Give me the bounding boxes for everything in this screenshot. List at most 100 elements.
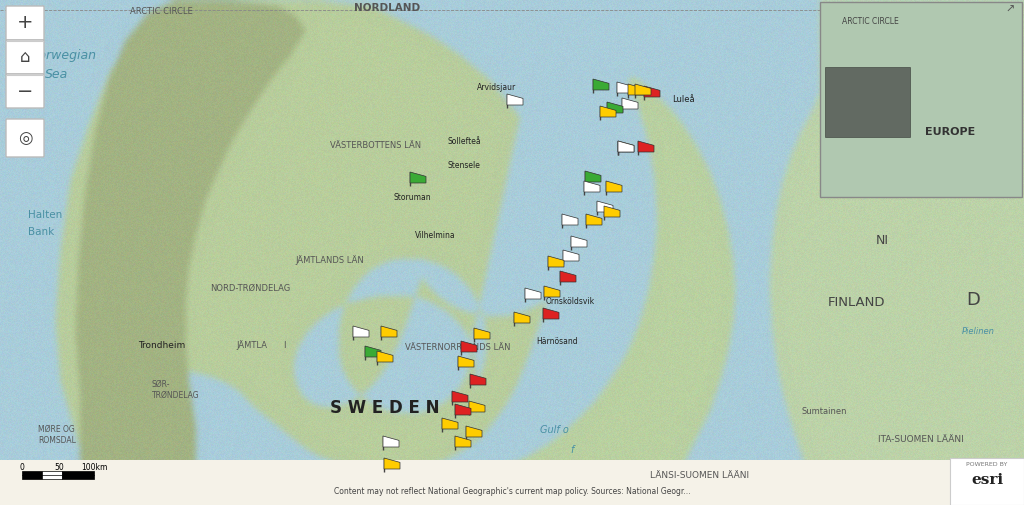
Polygon shape bbox=[562, 214, 578, 225]
Polygon shape bbox=[452, 391, 468, 402]
FancyBboxPatch shape bbox=[6, 119, 44, 157]
FancyBboxPatch shape bbox=[6, 74, 44, 108]
Polygon shape bbox=[469, 401, 485, 412]
Polygon shape bbox=[618, 141, 634, 152]
Polygon shape bbox=[377, 351, 393, 362]
Polygon shape bbox=[635, 84, 651, 95]
Text: Gulf o: Gulf o bbox=[540, 425, 569, 435]
FancyBboxPatch shape bbox=[6, 6, 44, 40]
Text: esri: esri bbox=[971, 473, 1004, 487]
Text: D: D bbox=[966, 291, 980, 309]
Bar bbox=[825, 67, 910, 137]
Text: S W E D E N: S W E D E N bbox=[330, 399, 439, 417]
Polygon shape bbox=[622, 98, 638, 109]
Text: Örnsköldsvik: Örnsköldsvik bbox=[546, 297, 595, 307]
Text: Luleå: Luleå bbox=[672, 94, 694, 104]
Text: VÄSTERNORRLANDS LÄN: VÄSTERNORRLANDS LÄN bbox=[406, 343, 511, 352]
Polygon shape bbox=[585, 171, 601, 182]
Polygon shape bbox=[644, 86, 660, 97]
Polygon shape bbox=[597, 201, 613, 212]
Text: Pielinen: Pielinen bbox=[962, 328, 995, 336]
Bar bbox=[820, 2, 1022, 197]
Text: Härnösand: Härnösand bbox=[536, 337, 578, 346]
Bar bbox=[0, 460, 1024, 505]
Polygon shape bbox=[381, 326, 397, 337]
Polygon shape bbox=[600, 106, 616, 117]
Bar bbox=[42, 471, 62, 479]
Text: 0: 0 bbox=[19, 464, 25, 473]
Polygon shape bbox=[455, 436, 471, 447]
Text: −: − bbox=[16, 81, 33, 100]
Text: Vilhelmina: Vilhelmina bbox=[415, 230, 456, 239]
Text: esri: esri bbox=[985, 475, 1017, 489]
Text: Storuman: Storuman bbox=[394, 192, 432, 201]
Polygon shape bbox=[606, 181, 622, 192]
Polygon shape bbox=[563, 250, 579, 261]
Polygon shape bbox=[507, 94, 523, 105]
Bar bbox=[950, 458, 1024, 505]
Polygon shape bbox=[617, 82, 633, 93]
Text: JÄMTLANDS LÄN: JÄMTLANDS LÄN bbox=[295, 255, 364, 265]
Text: EUROPE: EUROPE bbox=[925, 127, 975, 137]
Text: Sollefteå: Sollefteå bbox=[449, 136, 481, 145]
Bar bbox=[22, 471, 42, 479]
Text: JÄMTLA: JÄMTLA bbox=[236, 340, 267, 350]
Polygon shape bbox=[607, 102, 623, 113]
Text: 50: 50 bbox=[54, 464, 63, 473]
Text: Bank: Bank bbox=[28, 227, 54, 237]
Text: ARCTIC CIRCLE: ARCTIC CIRCLE bbox=[842, 18, 898, 26]
Polygon shape bbox=[548, 256, 564, 267]
Polygon shape bbox=[514, 312, 530, 323]
Text: NORDLAND: NORDLAND bbox=[354, 3, 420, 13]
Polygon shape bbox=[544, 286, 560, 297]
Text: FINLAND: FINLAND bbox=[828, 295, 886, 309]
Text: Content may not reflect National Geographic's current map policy. Sources: Natio: Content may not reflect National Geograp… bbox=[334, 486, 690, 495]
Text: I: I bbox=[283, 340, 286, 349]
Text: Sumtainen: Sumtainen bbox=[802, 408, 848, 417]
Polygon shape bbox=[584, 181, 600, 192]
Text: Halten: Halten bbox=[28, 210, 62, 220]
Polygon shape bbox=[466, 426, 482, 437]
Text: POWERED BY: POWERED BY bbox=[978, 462, 1024, 468]
Text: ITA-SUOMEN LÄÄNI: ITA-SUOMEN LÄÄNI bbox=[878, 435, 964, 444]
Polygon shape bbox=[470, 374, 486, 385]
Polygon shape bbox=[458, 356, 474, 367]
Polygon shape bbox=[560, 271, 575, 282]
Text: ARCTIC CIRCLE: ARCTIC CIRCLE bbox=[130, 8, 193, 17]
Text: Trondheim: Trondheim bbox=[138, 340, 185, 349]
Polygon shape bbox=[593, 79, 609, 90]
Text: Sea: Sea bbox=[45, 69, 69, 81]
Text: ↗: ↗ bbox=[1006, 5, 1015, 15]
Polygon shape bbox=[383, 436, 399, 447]
Polygon shape bbox=[410, 172, 426, 183]
Text: Norwegian: Norwegian bbox=[30, 48, 97, 62]
FancyBboxPatch shape bbox=[6, 40, 44, 74]
Text: NORD-TRØNDELAG: NORD-TRØNDELAG bbox=[210, 283, 290, 292]
Text: 100km: 100km bbox=[81, 464, 108, 473]
Polygon shape bbox=[628, 84, 644, 95]
Polygon shape bbox=[365, 346, 381, 357]
Text: SØR-
TRØNDELAG: SØR- TRØNDELAG bbox=[152, 380, 200, 399]
Polygon shape bbox=[618, 141, 634, 152]
Text: Stensele: Stensele bbox=[447, 161, 480, 170]
Polygon shape bbox=[384, 458, 400, 469]
Polygon shape bbox=[442, 418, 458, 429]
Polygon shape bbox=[353, 326, 369, 337]
Polygon shape bbox=[525, 288, 541, 299]
Text: MØRE OG
ROMSDAL: MØRE OG ROMSDAL bbox=[38, 425, 76, 445]
Text: +: + bbox=[16, 14, 33, 32]
Polygon shape bbox=[638, 141, 654, 152]
Polygon shape bbox=[604, 206, 620, 217]
Text: POWERED BY: POWERED BY bbox=[967, 463, 1008, 468]
Text: Arvidsjaur: Arvidsjaur bbox=[477, 82, 516, 91]
Text: f: f bbox=[570, 445, 573, 455]
Text: LÄNSI-SUOMEN LÄÄNI: LÄNSI-SUOMEN LÄÄNI bbox=[650, 472, 750, 480]
Bar bbox=[62, 471, 94, 479]
Text: ◎: ◎ bbox=[17, 129, 32, 147]
Text: NI: NI bbox=[876, 233, 889, 246]
Polygon shape bbox=[571, 236, 587, 247]
Text: VÄSTERBOTTENS LÄN: VÄSTERBOTTENS LÄN bbox=[330, 140, 421, 149]
Text: ⌂: ⌂ bbox=[19, 48, 31, 66]
Polygon shape bbox=[455, 404, 471, 415]
Polygon shape bbox=[586, 214, 602, 225]
